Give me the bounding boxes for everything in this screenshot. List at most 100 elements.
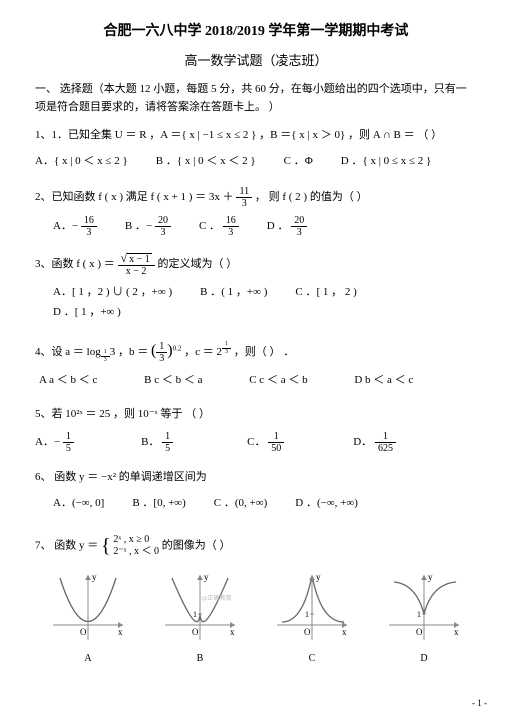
- graph-B-svg: 1 x y O @正确教育: [160, 570, 240, 648]
- q5-D-label: D．: [353, 436, 372, 448]
- question-5: 5、若 10²ˣ ＝ 25 ，则 10⁻ˣ 等于 （ ） A．− 15 B． 1…: [35, 405, 477, 454]
- q5-A-label: A．−: [35, 436, 60, 448]
- q4-optD: D b ＜ a ＜ c: [354, 371, 459, 391]
- graph-D-label: D: [371, 650, 477, 668]
- graph-A: x y O A: [35, 570, 141, 668]
- q3-denom: x − 2: [118, 266, 155, 277]
- q5-A-num: 1: [63, 431, 74, 443]
- axis-y-c: y: [316, 572, 321, 582]
- q2-optC: C ． 163: [199, 215, 239, 238]
- graph-B: 1 x y O @正确教育 B: [147, 570, 253, 668]
- graph-C-svg: 1 x y O: [272, 570, 352, 648]
- q3-frac: √x − 1 x − 2: [118, 252, 155, 277]
- q3-prefix: 3、函数 f ( x ) ＝: [35, 258, 118, 270]
- q7-graphs: x y O A 1 x y O @正确教育 B: [35, 570, 477, 668]
- graph-C: 1 x y O C: [259, 570, 365, 668]
- q2-C-den: 3: [223, 227, 239, 238]
- graph-D: 1 x y O D: [371, 570, 477, 668]
- graph-D-svg: 1 x y O: [384, 570, 464, 648]
- question-3: 3、函数 f ( x ) ＝ √x − 1 x − 2 的定义域为（ ） A．[…: [35, 252, 477, 323]
- axis-o: O: [80, 627, 87, 637]
- q2-frac: 11 3: [236, 186, 252, 209]
- axis-x-d: x: [454, 627, 459, 637]
- q6-text: 6、 函数 y ＝ −x² 的单调递增区间为: [35, 468, 477, 488]
- q4-b-num: 1: [156, 341, 167, 353]
- q5-B-num: 1: [162, 431, 173, 443]
- section-heading: 一、 选择题（本大题 12 小题，每题 5 分，共 60 分，在每小题给出的四个…: [35, 81, 477, 116]
- q4-c-exp-num: 1: [222, 341, 231, 349]
- tick-1-d: 1: [417, 610, 421, 619]
- graph-A-svg: x y O: [48, 570, 128, 648]
- axis-x-c: x: [342, 627, 347, 637]
- q4-c-exp-den: 3: [222, 349, 231, 356]
- q7-suffix: 的图像为（ ）: [162, 539, 231, 551]
- axis-o-d: O: [416, 627, 423, 637]
- q3-sqrt: x − 1: [127, 253, 152, 265]
- q2-optA: A．− 163: [53, 215, 97, 238]
- q3-optB: B ．( 1 ，+∞ ): [200, 283, 267, 303]
- q4-suffix: ，则（ ） ．: [234, 346, 295, 358]
- q4-b-exp: 0.2: [173, 344, 182, 352]
- q7-text: 7、 函数 y ＝: [35, 539, 98, 551]
- q2-B-num: 20: [155, 215, 171, 227]
- q3-suffix: 的定义域为（ ）: [157, 258, 237, 270]
- q5-D-num: 1: [375, 431, 396, 443]
- q4-optB: B c ＜ b ＜ a: [144, 371, 249, 391]
- q4-mid: ，b ＝: [118, 346, 148, 358]
- q3-optC: C ．[ 1 ， 2 ): [295, 283, 356, 303]
- q6-optA: A．(−∞, 0]: [53, 494, 104, 514]
- q1-optB: B ．{ x | 0 ＜ x ＜ 2 }: [156, 152, 256, 172]
- q4-optC: C c ＜ a ＜ b: [249, 371, 354, 391]
- q2-optD: D ． 203: [267, 215, 307, 238]
- question-7: 7、 函数 y ＝ { 2ˣ , x ≥ 0 2⁻ˣ , x ＜ 0 的图像为（…: [35, 528, 477, 668]
- q1-text: 1、1．已知全集 U ＝ R ，A ＝{ x | −1 ≤ x ≤ 2 } ，B…: [35, 126, 477, 146]
- question-6: 6、 函数 y ＝ −x² 的单调递增区间为 A．(−∞, 0] B ．[0, …: [35, 468, 477, 514]
- q5-C-den: 50: [268, 443, 284, 454]
- q4-mid2: ，c ＝ 2: [184, 346, 222, 358]
- q2-B-label: B ．−: [125, 220, 152, 232]
- question-4: 4、设 a ＝ log133 ，b ＝ (13)0.2 ，c ＝ 213 ，则（…: [35, 337, 477, 392]
- q4-b-den: 3: [156, 353, 167, 364]
- q5-C-num: 1: [268, 431, 284, 443]
- q6-optB: B ．[0, +∞): [132, 494, 185, 514]
- q5-optA: A．− 15: [35, 431, 141, 454]
- q5-B-den: 5: [162, 443, 173, 454]
- q4-optA: A a ＜ b ＜ c: [39, 371, 144, 391]
- q4-log-arg: 3: [110, 346, 116, 358]
- q2-text2: ， 则 f ( 2 ) 的值为（ ）: [255, 191, 368, 203]
- axis-y-b: y: [204, 572, 209, 582]
- axis-x: x: [118, 627, 123, 637]
- q5-optB: B． 15: [141, 431, 247, 454]
- question-1: 1、1．已知全集 U ＝ R ，A ＝{ x | −1 ≤ x ≤ 2 } ，B…: [35, 126, 477, 172]
- q2-B-den: 3: [155, 227, 171, 238]
- q2-A-label: A．−: [53, 220, 78, 232]
- axis-o-b: O: [192, 627, 199, 637]
- q1-optC: C ．Φ: [284, 152, 313, 172]
- q4-text: 4、设 a ＝: [35, 346, 84, 358]
- q5-B-label: B．: [141, 436, 159, 448]
- q2-C-num: 16: [223, 215, 239, 227]
- tick-1: 1: [193, 610, 197, 619]
- q2-A-num: 16: [81, 215, 97, 227]
- q2-A-den: 3: [81, 227, 97, 238]
- axis-o-c: O: [304, 627, 311, 637]
- q6-optD: D ．(−∞, +∞): [295, 494, 358, 514]
- axis-x-b: x: [230, 627, 235, 637]
- q2-optB: B ．− 203: [125, 215, 171, 238]
- q7-piece2: 2⁻ˣ , x ＜ 0: [113, 546, 159, 558]
- q2-text: 2、已知函数 f ( x ) 满足 f ( x + 1 ) ＝ 3x ＋: [35, 191, 234, 203]
- q3-optD: D ．[ 1 ，+∞ ): [53, 303, 121, 323]
- question-2: 2、已知函数 f ( x ) 满足 f ( x + 1 ) ＝ 3x ＋ 11 …: [35, 186, 477, 238]
- q5-D-den: 625: [375, 443, 396, 454]
- title-main: 合肥一六八中学 2018/2019 学年第一学期期中考试: [35, 20, 477, 40]
- q3-optA: A．[ 1 ，2 ) ∪ ( 2 ，+∞ ): [53, 283, 172, 303]
- page-number: - 1 -: [472, 698, 487, 708]
- q5-C-label: C．: [247, 436, 265, 448]
- graph-B-label: B: [147, 650, 253, 668]
- axis-y: y: [92, 572, 97, 582]
- watermark: @正确教育: [202, 594, 232, 602]
- graph-C-label: C: [259, 650, 365, 668]
- q6-optC: C ．(0, +∞): [214, 494, 267, 514]
- q2-D-num: 20: [291, 215, 307, 227]
- q2-C-label: C ．: [199, 220, 220, 232]
